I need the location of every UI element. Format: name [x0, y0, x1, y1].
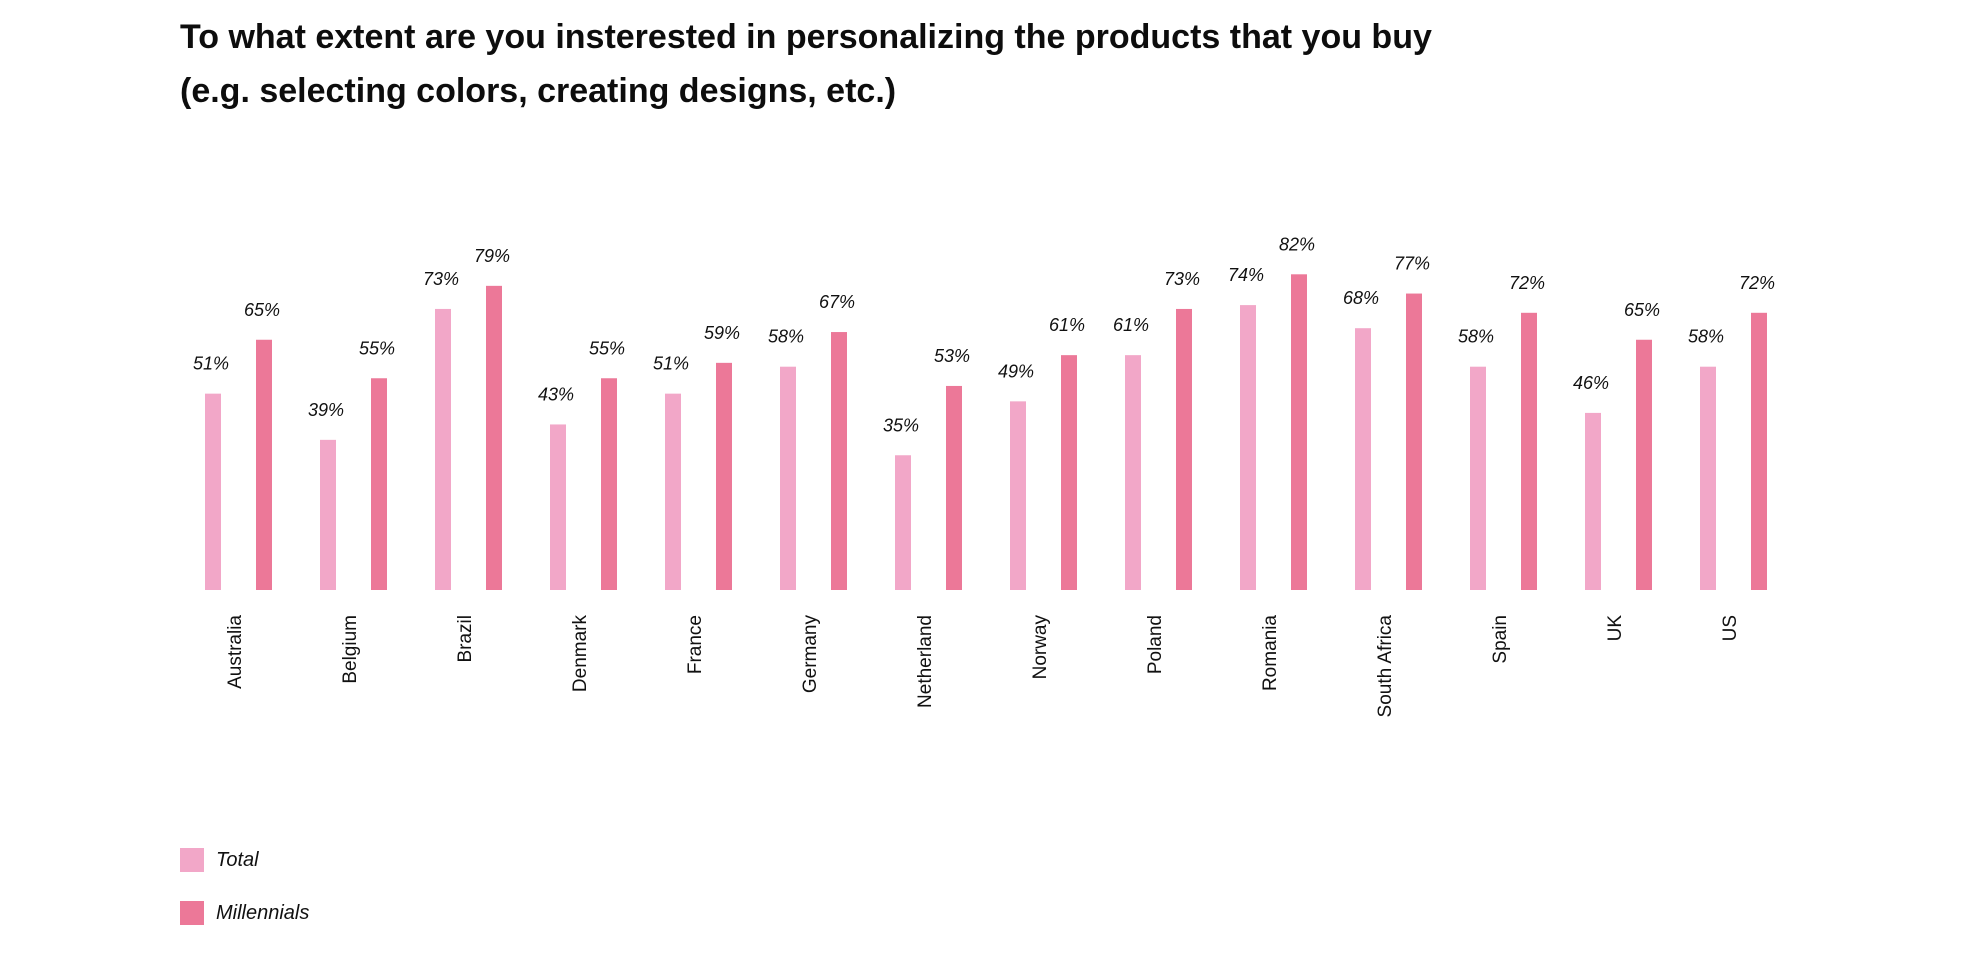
data-label-millennials-us: 72%	[1739, 273, 1775, 293]
bar-millennials-us	[1751, 312, 1767, 590]
bar-millennials-uk	[1636, 339, 1652, 590]
data-label-total-france: 51%	[653, 354, 689, 374]
category-label-norway: Norway	[1030, 615, 1051, 680]
data-label-total-us: 58%	[1688, 327, 1724, 347]
bar-millennials-south-africa	[1406, 293, 1422, 590]
bar-total-france	[665, 393, 681, 590]
chart-title: To what extent are you insterested in pe…	[180, 10, 1680, 118]
category-label-denmark: Denmark	[570, 615, 591, 693]
data-label-millennials-australia: 65%	[244, 300, 280, 320]
category-label-netherland: Netherland	[915, 615, 936, 708]
data-label-millennials-uk: 65%	[1624, 300, 1660, 320]
bar-millennials-netherland	[946, 385, 962, 590]
bar-total-australia	[205, 393, 221, 590]
legend-item-millennials: Millennials	[180, 901, 309, 925]
category-label-brazil: Brazil	[455, 615, 476, 663]
data-label-millennials-poland: 73%	[1164, 269, 1200, 289]
bar-millennials-france	[716, 362, 732, 590]
category-label-uk: UK	[1605, 615, 1626, 642]
legend-swatch-millennials	[180, 901, 204, 925]
bar-millennials-belgium	[371, 378, 387, 590]
data-label-total-australia: 51%	[193, 354, 229, 374]
bar-millennials-romania	[1291, 274, 1307, 590]
bar-total-poland	[1125, 355, 1141, 590]
bar-millennials-norway	[1061, 355, 1077, 590]
legend-item-total: Total	[180, 848, 309, 872]
data-label-total-brazil: 73%	[423, 269, 459, 289]
data-label-total-norway: 49%	[998, 361, 1034, 381]
category-label-romania: Romania	[1260, 615, 1281, 691]
chart-title-line-1: To what extent are you insterested in pe…	[180, 18, 1432, 56]
bar-total-belgium	[320, 439, 336, 590]
bar-total-netherland	[895, 455, 911, 590]
category-label-australia: Australia	[225, 615, 246, 689]
bar-total-norway	[1010, 401, 1026, 590]
data-label-millennials-brazil: 79%	[474, 246, 510, 266]
data-label-total-poland: 61%	[1113, 315, 1149, 335]
data-label-total-germany: 58%	[768, 327, 804, 347]
bar-millennials-germany	[831, 332, 847, 590]
category-label-us: US	[1720, 615, 1741, 641]
data-label-millennials-norway: 61%	[1049, 315, 1085, 335]
bar-millennials-australia	[256, 339, 272, 590]
category-label-spain: Spain	[1490, 615, 1511, 664]
bar-total-south-africa	[1355, 328, 1371, 590]
legend-swatch-total	[180, 848, 204, 872]
bar-millennials-poland	[1176, 308, 1192, 590]
data-label-millennials-romania: 82%	[1279, 234, 1315, 254]
bar-millennials-spain	[1521, 312, 1537, 590]
data-label-total-belgium: 39%	[308, 400, 344, 420]
data-label-total-spain: 58%	[1458, 327, 1494, 347]
legend-label-millennials: Millennials	[216, 901, 310, 924]
category-label-south-africa: South Africa	[1375, 615, 1396, 718]
data-label-millennials-spain: 72%	[1509, 273, 1545, 293]
data-label-total-netherland: 35%	[883, 415, 919, 435]
bar-total-spain	[1470, 366, 1486, 590]
category-label-poland: Poland	[1145, 615, 1166, 674]
data-label-total-romania: 74%	[1228, 265, 1264, 285]
data-label-millennials-denmark: 55%	[589, 338, 625, 358]
category-label-france: France	[685, 615, 706, 674]
bar-millennials-denmark	[601, 378, 617, 590]
bar-total-germany	[780, 366, 796, 590]
category-label-germany: Germany	[800, 615, 821, 694]
bar-total-uk	[1585, 412, 1601, 590]
data-label-millennials-france: 59%	[704, 323, 740, 343]
data-label-total-denmark: 43%	[538, 384, 574, 404]
data-label-millennials-germany: 67%	[819, 292, 855, 312]
bar-total-brazil	[435, 308, 451, 590]
bar-total-romania	[1240, 305, 1256, 590]
data-label-total-uk: 46%	[1573, 373, 1609, 393]
legend: Total Millennials	[180, 848, 309, 954]
bar-total-us	[1700, 366, 1716, 590]
bar-millennials-brazil	[486, 285, 502, 590]
chart-title-line-2: (e.g. selecting colors, creating designs…	[180, 72, 897, 110]
data-label-total-south-africa: 68%	[1343, 288, 1379, 308]
data-label-millennials-south-africa: 77%	[1394, 254, 1430, 274]
legend-label-total: Total	[216, 848, 259, 871]
category-label-belgium: Belgium	[340, 615, 361, 684]
data-label-millennials-belgium: 55%	[359, 338, 395, 358]
bar-total-denmark	[550, 424, 566, 590]
data-label-millennials-netherland: 53%	[934, 346, 970, 366]
